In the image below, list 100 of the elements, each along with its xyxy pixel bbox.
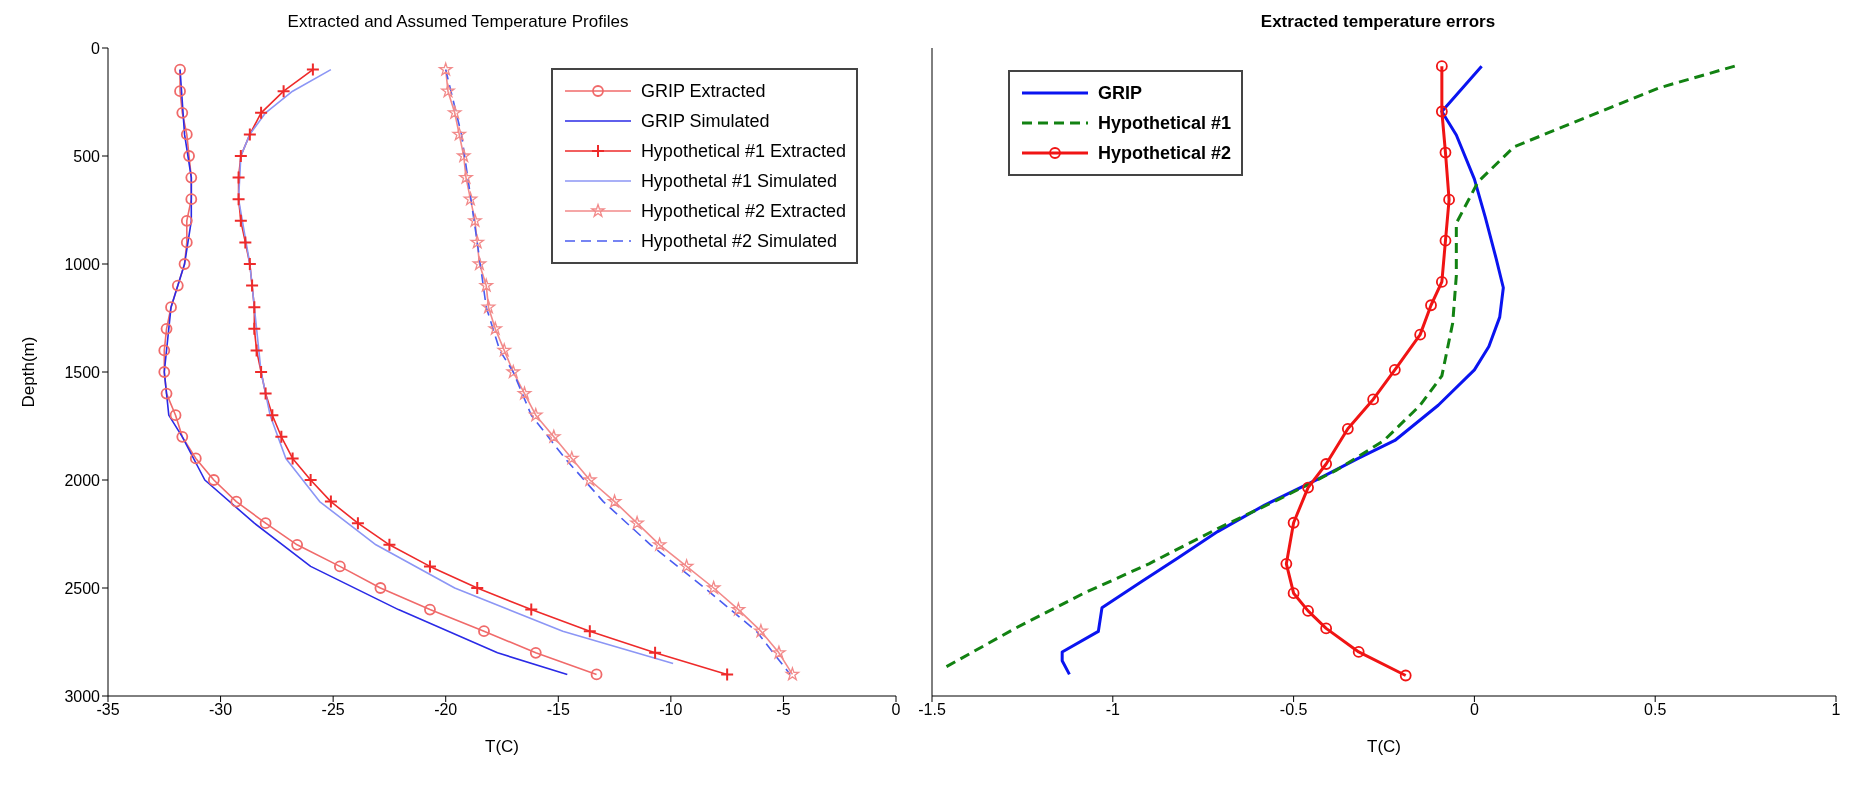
point bbox=[233, 213, 248, 228]
point bbox=[468, 213, 482, 227]
legend-label: GRIP Extracted bbox=[640, 80, 766, 102]
y-axis-title: Depth(m) bbox=[19, 336, 39, 408]
x-tick-label: -1 bbox=[1105, 701, 1121, 719]
point bbox=[546, 429, 561, 443]
point bbox=[247, 300, 262, 315]
point bbox=[452, 127, 467, 141]
point bbox=[1443, 193, 1455, 206]
point bbox=[1320, 458, 1333, 470]
point bbox=[334, 560, 346, 573]
point bbox=[245, 278, 260, 293]
x-tick-label: -30 bbox=[209, 701, 233, 719]
point bbox=[276, 84, 291, 99]
point bbox=[1435, 60, 1448, 73]
legend-label: GRIP bbox=[1098, 82, 1143, 104]
point bbox=[254, 105, 269, 120]
point bbox=[230, 495, 243, 508]
point bbox=[259, 517, 272, 530]
point bbox=[772, 645, 786, 659]
point bbox=[472, 256, 487, 270]
point bbox=[1302, 481, 1314, 494]
y-tick-label: 2000 bbox=[64, 471, 101, 489]
point bbox=[180, 236, 193, 249]
point bbox=[706, 580, 721, 594]
y-tick-label: 1000 bbox=[64, 255, 101, 273]
point bbox=[185, 193, 198, 206]
point bbox=[470, 235, 485, 249]
point bbox=[529, 646, 542, 659]
legend-label: Hypothetical #1 bbox=[1098, 112, 1232, 134]
point bbox=[582, 624, 597, 639]
point bbox=[185, 171, 198, 184]
x-tick-label: -5 bbox=[776, 701, 791, 719]
point bbox=[479, 278, 494, 292]
point bbox=[528, 408, 543, 422]
point bbox=[1388, 363, 1401, 376]
point bbox=[176, 430, 189, 443]
point bbox=[254, 365, 269, 379]
point bbox=[158, 344, 171, 357]
point bbox=[165, 301, 177, 314]
legend-label: Hypothetal #1 Simulated bbox=[640, 170, 837, 192]
point bbox=[456, 148, 471, 162]
point bbox=[382, 537, 397, 552]
x-tick-label: -25 bbox=[321, 701, 345, 719]
point bbox=[169, 409, 182, 422]
point bbox=[488, 321, 503, 335]
y-tick-label: 1500 bbox=[64, 363, 101, 381]
point bbox=[323, 494, 338, 509]
chart-title: Extracted and Assumed Temperature Profiles bbox=[286, 11, 630, 33]
point bbox=[233, 149, 248, 163]
point bbox=[158, 366, 171, 378]
point bbox=[1341, 422, 1354, 435]
point bbox=[1320, 622, 1333, 635]
point bbox=[258, 386, 273, 401]
point bbox=[160, 387, 173, 400]
point bbox=[478, 625, 490, 638]
point bbox=[207, 474, 220, 486]
point bbox=[174, 63, 186, 76]
point bbox=[607, 494, 622, 508]
x-axis-title: T(C) bbox=[485, 737, 519, 756]
point bbox=[247, 321, 262, 336]
legend-label: Hypothetal #2 Simulated bbox=[640, 230, 837, 252]
point bbox=[470, 581, 485, 595]
point bbox=[242, 127, 257, 142]
point bbox=[652, 537, 667, 551]
point bbox=[1435, 276, 1448, 288]
point bbox=[1302, 605, 1314, 617]
point bbox=[424, 603, 436, 616]
point bbox=[438, 62, 453, 76]
point bbox=[1287, 516, 1300, 529]
chart-title: Extracted temperature errors bbox=[1259, 11, 1497, 33]
point bbox=[1425, 299, 1437, 312]
x-tick-label: -1.5 bbox=[918, 701, 946, 719]
point bbox=[785, 667, 800, 681]
point bbox=[274, 429, 289, 444]
point bbox=[242, 257, 257, 271]
legend-label: GRIP Simulated bbox=[640, 110, 770, 132]
point bbox=[291, 538, 304, 551]
point bbox=[590, 668, 603, 681]
point bbox=[506, 364, 521, 378]
point bbox=[441, 84, 455, 98]
point bbox=[1287, 587, 1300, 600]
point bbox=[303, 473, 318, 487]
legend-label: Hypothetical #2 Extracted bbox=[640, 200, 846, 222]
point bbox=[180, 214, 193, 227]
point bbox=[1367, 393, 1380, 406]
point bbox=[422, 559, 437, 574]
point bbox=[305, 62, 320, 77]
point bbox=[447, 105, 462, 119]
point bbox=[171, 279, 184, 292]
x-tick-label: -0.5 bbox=[1279, 701, 1308, 719]
x-tick-label: 1 bbox=[1831, 701, 1841, 719]
point bbox=[160, 322, 173, 335]
y-tick-label: 500 bbox=[73, 147, 101, 165]
point bbox=[183, 150, 195, 162]
point bbox=[1435, 105, 1448, 118]
point bbox=[174, 85, 186, 98]
point bbox=[564, 451, 579, 465]
point bbox=[189, 452, 202, 465]
point bbox=[1414, 328, 1427, 341]
